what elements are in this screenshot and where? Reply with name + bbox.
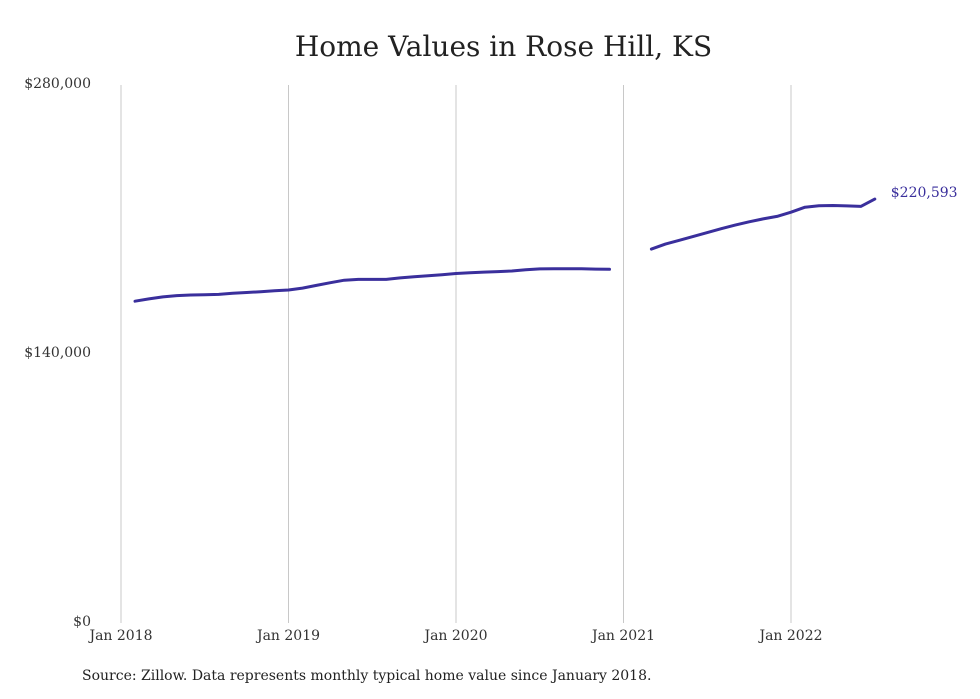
x-tick-label: Jan 2021 xyxy=(590,628,655,644)
x-tick-label: Jan 2018 xyxy=(87,628,152,644)
chart-title: Home Values in Rose Hill, KS xyxy=(294,30,713,63)
series-line-segment-2 xyxy=(649,197,877,251)
x-tick-label: Jan 2022 xyxy=(757,628,822,644)
source-note: Source: Zillow. Data represents monthly … xyxy=(82,668,652,684)
x-tick-label: Jan 2020 xyxy=(422,628,487,644)
series-line-segment-1 xyxy=(133,267,611,303)
y-tick-label: $140,000 xyxy=(24,345,91,361)
series-layer: $220,593 xyxy=(133,185,958,303)
y-tick-label: $0 xyxy=(73,614,91,630)
grid-lines xyxy=(120,85,792,623)
x-tick-label: Jan 2019 xyxy=(255,628,320,644)
end-value-label: $220,593 xyxy=(891,185,958,201)
y-tick-label: $280,000 xyxy=(24,76,91,92)
axis-labels: Jan 2018 Jan 2019 Jan 2020 Jan 2021 Jan 2022… xyxy=(24,76,822,644)
